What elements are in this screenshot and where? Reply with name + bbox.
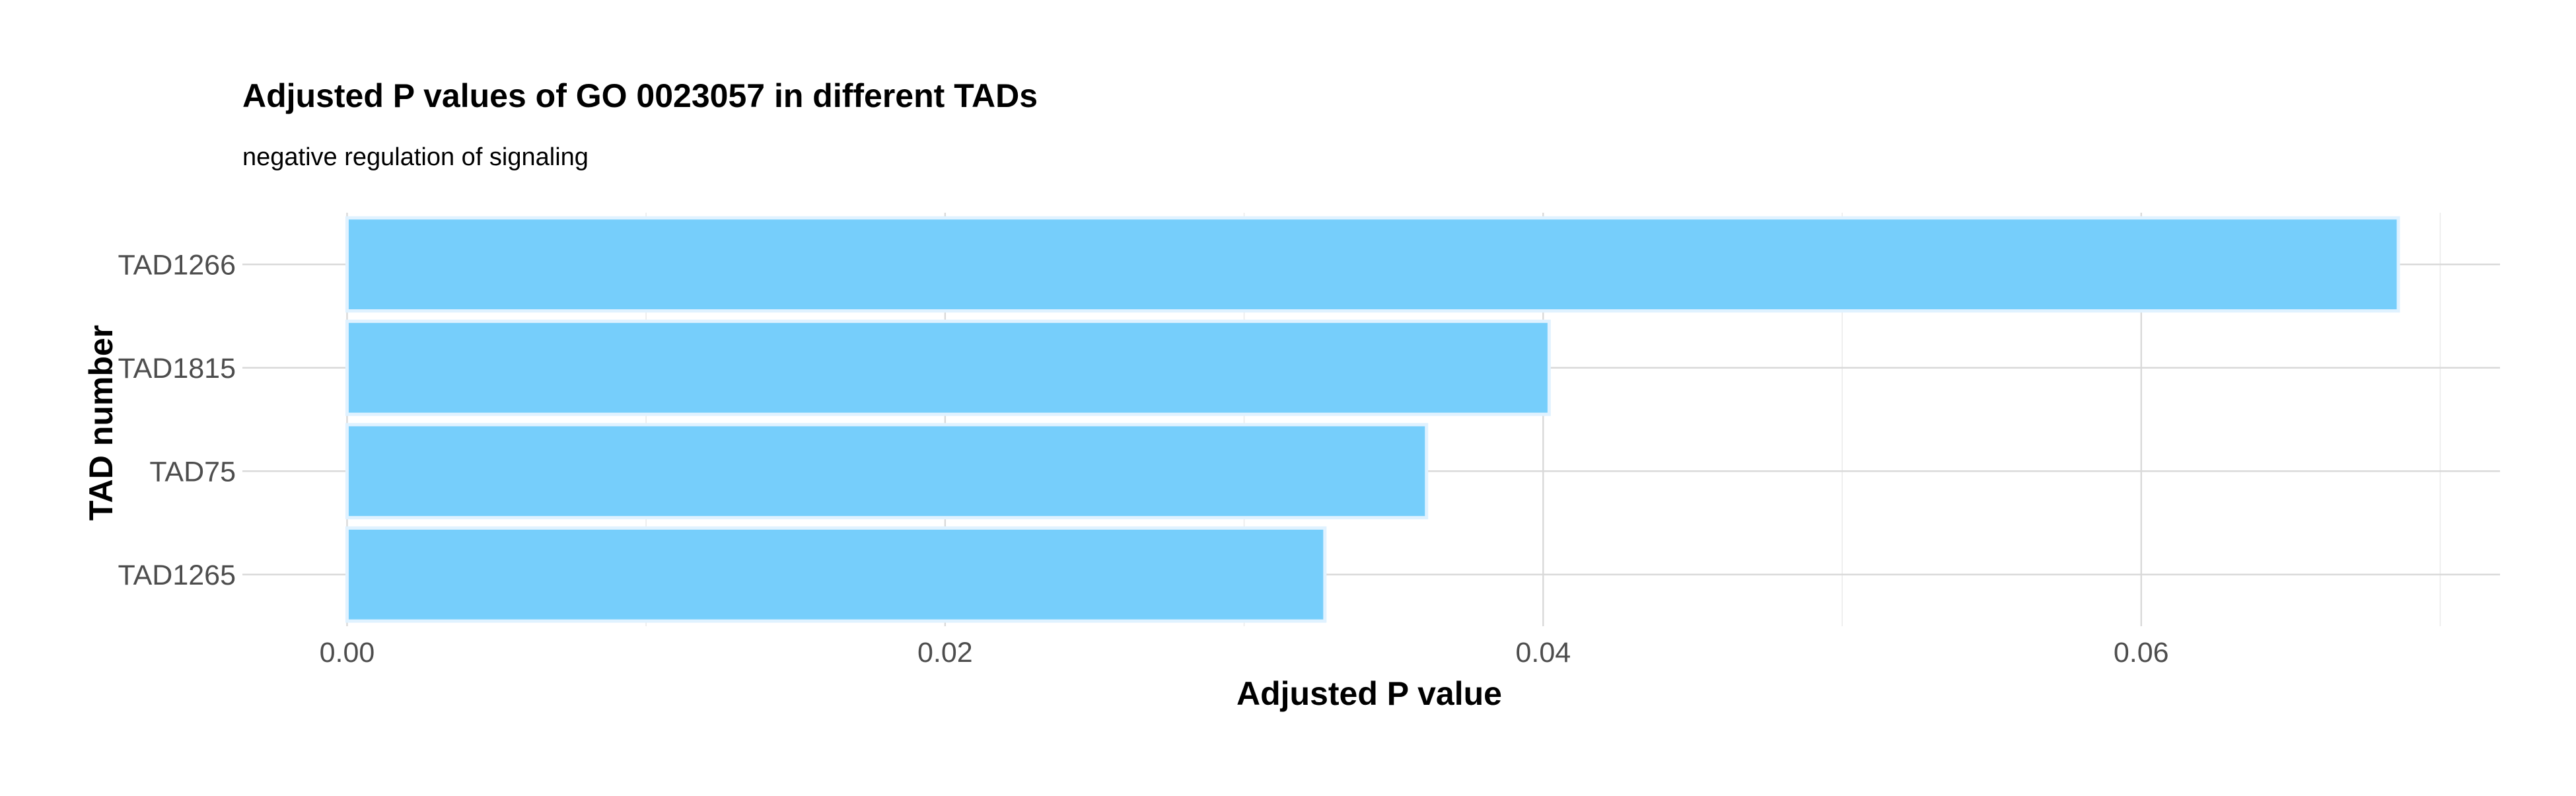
bar-TAD1266 [345, 216, 2400, 313]
chart-title: Adjusted P values of GO 0023057 in diffe… [242, 77, 1038, 114]
x-tick-label-0: 0.00 [320, 637, 375, 669]
y-tick-label-TAD1265: TAD1265 [118, 560, 236, 591]
y-tick-label-TAD1266: TAD1266 [118, 249, 236, 281]
y-tick-label-TAD1815: TAD1815 [118, 353, 236, 384]
y-axis-title: TAD number [83, 325, 120, 521]
chart-subtitle: negative regulation of signaling [242, 143, 589, 171]
bar-TAD75 [345, 423, 1429, 520]
y-axis-ticks: TAD1266 TAD1815 TAD75 TAD1265 [118, 249, 236, 591]
bar-TAD1265 [345, 526, 1327, 623]
x-axis-title: Adjusted P value [1236, 675, 1502, 712]
x-axis-ticks: 0.00 0.02 0.04 0.06 [320, 637, 2169, 669]
bars [345, 216, 2400, 623]
x-tick-label-3: 0.06 [2114, 637, 2169, 669]
x-tick-label-2: 0.04 [1515, 637, 1571, 669]
bar-TAD1815 [345, 319, 1551, 416]
y-tick-label-TAD75: TAD75 [149, 456, 236, 488]
x-tick-label-1: 0.02 [917, 637, 973, 669]
